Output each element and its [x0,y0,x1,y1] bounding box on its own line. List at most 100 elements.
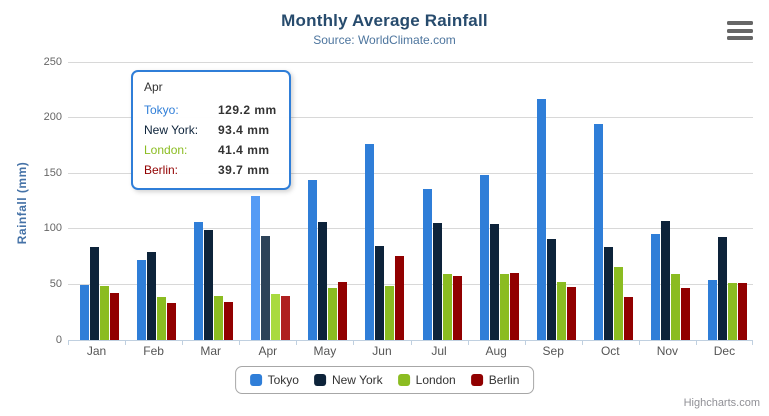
x-axis-label-jul: Jul [431,344,447,358]
gridline [68,283,753,285]
x-axis-tick [68,340,69,345]
bar-london-jan[interactable] [100,285,110,340]
bar-berlin-jul[interactable] [452,276,462,340]
bar-new-york-aug[interactable] [489,224,499,340]
legend-item-tokyo[interactable]: Tokyo [249,373,299,387]
bar-london-dec[interactable] [727,283,737,340]
bar-new-york-may[interactable] [318,222,328,340]
bar-berlin-dec[interactable] [737,283,747,340]
bar-tokyo-apr[interactable] [251,196,261,340]
x-axis-label-oct: Oct [600,344,620,358]
x-axis-tick [239,340,241,345]
x-axis-label-dec: Dec [713,344,736,358]
bar-new-york-jan[interactable] [90,247,100,340]
chart-subtitle: Source: WorldClimate.com [313,33,456,47]
legend-item-london[interactable]: London [397,373,456,387]
bar-new-york-feb[interactable] [147,252,157,340]
bar-berlin-aug[interactable] [509,272,519,340]
x-axis-tick [524,340,526,345]
bar-new-york-sep[interactable] [546,238,556,340]
legend-symbol-tokyo [249,374,262,386]
x-axis-tick [182,340,184,345]
x-axis-label-mar: Mar [200,344,222,358]
x-axis-tick [410,340,412,345]
gridline [68,172,753,174]
bar-tokyo-nov[interactable] [650,233,660,340]
gridline [68,117,753,119]
bar-new-york-nov[interactable] [660,221,670,340]
x-axis-tick [581,340,583,345]
bar-london-nov[interactable] [670,274,680,340]
bar-tokyo-oct[interactable] [593,124,603,340]
x-axis-tick [752,340,753,345]
bar-new-york-oct[interactable] [603,247,613,340]
x-axis-tick [125,340,127,345]
bar-london-oct[interactable] [613,267,623,340]
hamburger-icon [727,21,753,25]
bar-berlin-may[interactable] [338,281,348,340]
bar-new-york-dec[interactable] [717,237,727,340]
bar-london-jun[interactable] [385,286,395,340]
bar-london-sep[interactable] [556,281,566,340]
bar-new-york-jun[interactable] [375,246,385,340]
x-axis-tick [638,340,640,345]
plot-area: Jan Feb Mar Apr May Jun Jul Aug Sep Oct Nov Dec [68,61,753,358]
bar-new-york-apr[interactable] [261,236,271,340]
y-axis-label: 100 [43,222,62,235]
bar-tokyo-mar[interactable] [194,221,204,340]
y-axis-label: 200 [43,111,62,124]
x-axis-label-aug: Aug [485,344,507,358]
gridline [68,61,753,63]
bar-berlin-mar[interactable] [224,301,234,340]
x-axis-tick [695,340,697,345]
bar-berlin-oct[interactable] [623,296,633,340]
x-axis-label-nov: Nov [656,344,679,358]
x-axis-label-may: May [313,344,337,358]
bar-tokyo-jun[interactable] [365,144,375,340]
x-axis-label-jan: Jan [86,344,107,358]
legend-symbol-new-york [313,374,326,386]
chart-context-menu-button[interactable] [727,21,753,40]
bar-london-aug[interactable] [499,273,509,340]
bar-tokyo-feb[interactable] [137,260,147,340]
legend-item-new-york[interactable]: New York [313,373,383,387]
y-axis-label: 150 [43,166,62,179]
bar-london-apr[interactable] [271,293,281,340]
x-axis-tick [467,340,469,345]
bar-new-york-mar[interactable] [204,230,214,340]
legend-label: Berlin [488,373,520,387]
x-axis-tick [296,340,298,345]
chart-title: Monthly Average Rainfall [281,11,488,30]
bar-london-feb[interactable] [157,296,167,340]
bar-berlin-sep[interactable] [566,287,576,340]
legend-symbol-london [397,374,410,386]
bar-tokyo-jul[interactable] [422,189,432,340]
x-axis-label-sep: Sep [542,344,564,358]
legend-label: New York [331,373,383,387]
bar-berlin-apr[interactable] [281,295,291,340]
credits-link[interactable]: Highcharts.com [683,397,760,409]
bar-tokyo-sep[interactable] [536,99,546,340]
bar-berlin-feb[interactable] [167,303,177,340]
bar-berlin-jun[interactable] [395,256,405,340]
y-axis-label: 250 [43,55,62,68]
x-axis-label-apr: Apr [258,344,278,358]
bar-berlin-jan[interactable] [110,292,120,340]
bar-tokyo-may[interactable] [308,179,318,340]
x-axis-label-jun: Jun [372,344,392,358]
y-axis-label: 0 [55,333,62,346]
legend-item-berlin[interactable]: Berlin [470,373,520,387]
bar-new-york-jul[interactable] [432,223,442,340]
bar-london-jul[interactable] [442,274,452,340]
bar-tokyo-jan[interactable] [80,284,90,340]
x-axis-label-feb: Feb [143,344,164,358]
bar-london-mar[interactable] [214,296,224,340]
hamburger-icon [727,36,753,40]
bar-tokyo-aug[interactable] [479,174,489,340]
bar-london-may[interactable] [328,287,338,340]
legend-symbol-berlin [470,374,483,386]
y-axis-label: 50 [49,277,62,290]
bar-tokyo-dec[interactable] [707,279,717,340]
bar-berlin-nov[interactable] [680,287,690,340]
